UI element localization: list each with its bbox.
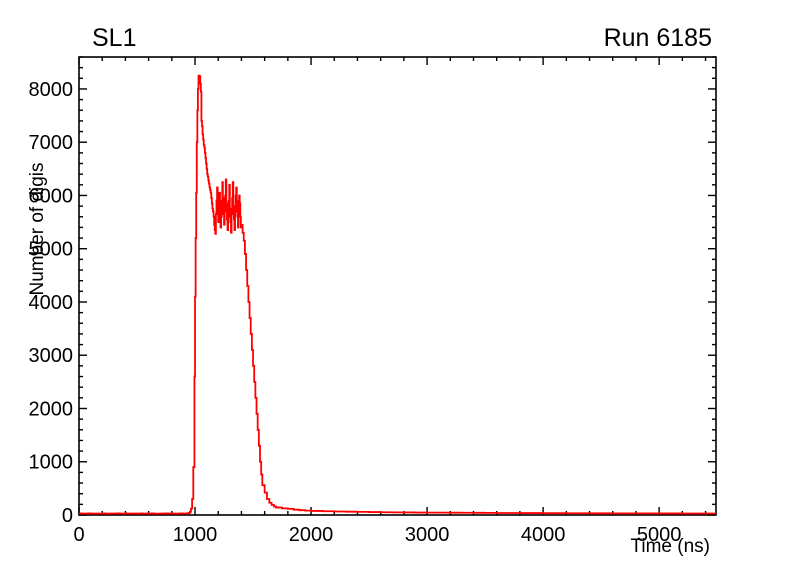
svg-text:3000: 3000 [405, 524, 450, 546]
axes-layer: 0 1000 2000 3000 4000 5000 0 1000 2000 3000 4000 50… [29, 56, 717, 546]
svg-text:2000: 2000 [29, 398, 74, 420]
svg-text:1000: 1000 [29, 452, 74, 474]
svg-text:7000: 7000 [29, 132, 74, 154]
svg-text:5000: 5000 [29, 239, 74, 261]
x-axis-label: Time (ns) [630, 536, 710, 557]
svg-text:6000: 6000 [29, 185, 74, 207]
svg-text:4000: 4000 [521, 524, 566, 546]
svg-text:3000: 3000 [29, 345, 74, 367]
data-series-layer [79, 74, 716, 515]
svg-text:0: 0 [73, 524, 84, 546]
svg-text:0: 0 [62, 505, 73, 527]
svg-text:1000: 1000 [173, 524, 218, 546]
plot-title-right: Run 6185 [603, 24, 712, 52]
plot-title-left: SL1 [92, 24, 137, 52]
svg-text:5000: 5000 [637, 524, 682, 546]
svg-text:2000: 2000 [289, 524, 334, 546]
svg-text:8000: 8000 [29, 79, 74, 101]
svg-text:4000: 4000 [29, 292, 74, 314]
